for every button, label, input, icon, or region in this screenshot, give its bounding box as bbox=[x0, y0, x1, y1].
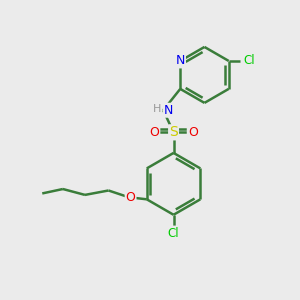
Text: N: N bbox=[164, 104, 173, 117]
Text: Cl: Cl bbox=[168, 226, 179, 239]
Text: O: O bbox=[126, 191, 136, 204]
Text: O: O bbox=[188, 126, 198, 139]
Text: N: N bbox=[176, 54, 185, 68]
Text: Cl: Cl bbox=[243, 54, 254, 68]
Text: O: O bbox=[149, 126, 159, 139]
Text: S: S bbox=[169, 125, 178, 139]
Text: H: H bbox=[153, 104, 161, 114]
